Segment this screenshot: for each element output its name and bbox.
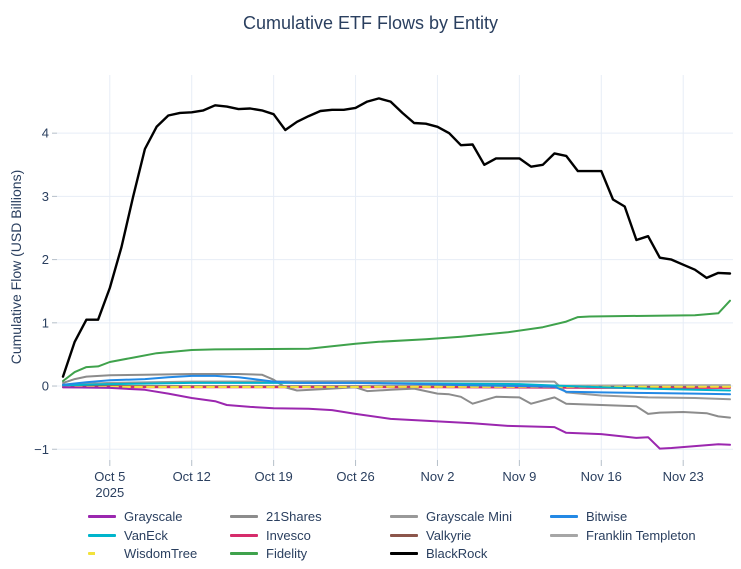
y-tick-label: 1	[42, 315, 49, 330]
legend-label: Grayscale	[124, 508, 183, 524]
series-line-vaneck	[62, 381, 731, 392]
series-line-blackrock	[61, 97, 732, 378]
legend-swatch-icon	[550, 533, 578, 537]
legend-item-invesco[interactable]: Invesco	[230, 526, 311, 544]
y-tick-label: 2	[42, 252, 49, 267]
y-tick-label: −1	[34, 442, 49, 457]
legend-swatch-icon	[230, 514, 258, 518]
legend-item-franklin-templeton[interactable]: Franklin Templeton	[550, 526, 696, 544]
legend-item-valkyrie[interactable]: Valkyrie	[390, 526, 471, 544]
legend-label: BlackRock	[426, 545, 488, 561]
legend-item-vaneck[interactable]: VanEck	[88, 526, 168, 544]
legend-label: Franklin Templeton	[586, 527, 696, 543]
y-tick-label: 3	[42, 189, 49, 204]
legend-swatch-icon	[88, 533, 116, 537]
legend-item-blackrock[interactable]: BlackRock	[390, 544, 487, 562]
legend-swatch-icon	[230, 533, 258, 537]
x-tick-label: Nov 23	[663, 469, 704, 484]
legend-label: WisdomTree	[124, 545, 198, 561]
legend-item-21shares[interactable]: 21Shares	[230, 507, 322, 525]
legend-swatch-icon	[390, 551, 418, 555]
legend-swatch-icon	[88, 514, 116, 518]
y-axis-title: Cumulative Flow (USD Billions)	[8, 169, 24, 365]
legend-label: Valkyrie	[426, 527, 472, 543]
x-tick-label: Oct 19	[254, 469, 292, 484]
x-tick-label: Nov 2	[420, 469, 454, 484]
legend-swatch-icon	[390, 514, 418, 518]
legend-swatch-icon	[88, 551, 116, 555]
x-tick-label: Oct 12	[173, 469, 211, 484]
y-tick-label: 0	[42, 379, 49, 394]
legend-label: Fidelity	[266, 545, 308, 561]
legend-item-bitwise[interactable]: Bitwise	[550, 507, 627, 525]
legend-item-grayscale-mini[interactable]: Grayscale Mini	[390, 507, 512, 525]
legend-swatch-icon	[390, 533, 418, 537]
x-tick-label: Nov 9	[502, 469, 536, 484]
legend-label: Grayscale Mini	[426, 508, 512, 524]
x-tick-label: Oct 5	[94, 469, 125, 484]
legend-item-grayscale[interactable]: Grayscale	[88, 507, 183, 525]
series-line-fidelity	[62, 299, 731, 382]
chart-title: Cumulative ETF Flows by Entity	[242, 13, 499, 33]
y-tick-label: 4	[42, 126, 49, 141]
legend-swatch-icon	[550, 514, 578, 518]
x-tick-label: Nov 16	[581, 469, 622, 484]
legend-item-wisdomtree[interactable]: WisdomTree	[88, 544, 197, 562]
series-line-bitwise	[62, 374, 731, 396]
series-line-grayscale	[62, 386, 731, 450]
legend-item-fidelity[interactable]: Fidelity	[230, 544, 307, 562]
legend-label: Bitwise	[586, 508, 628, 524]
series-line-21shares	[62, 373, 731, 419]
legend-swatch-icon	[230, 551, 258, 555]
x-tick-sublabel: 2025	[95, 485, 124, 500]
x-tick-label: Oct 26	[336, 469, 374, 484]
legend-label: VanEck	[124, 527, 168, 543]
legend-label: Invesco	[266, 527, 311, 543]
legend-label: 21Shares	[266, 508, 322, 524]
